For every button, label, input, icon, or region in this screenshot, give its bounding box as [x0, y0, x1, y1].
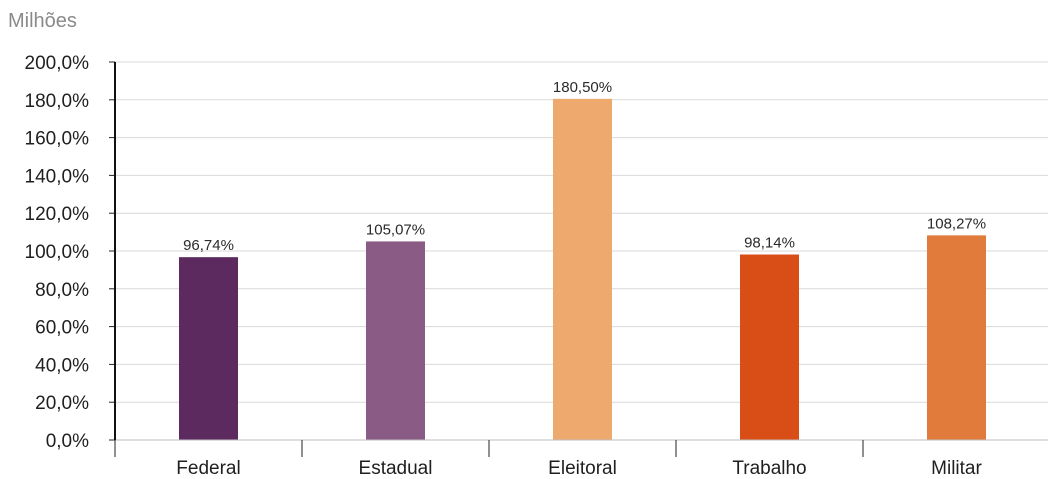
x-tick-label: Estadual — [359, 458, 433, 479]
y-tick-label: 40,0% — [35, 355, 89, 376]
y-tick-label: 80,0% — [35, 280, 89, 301]
bar-militar — [927, 235, 986, 440]
y-tick-label: 20,0% — [35, 393, 89, 414]
data-label: 96,74% — [183, 237, 234, 254]
y-tick-label: 120,0% — [25, 204, 90, 225]
y-tick-label: 200,0% — [25, 53, 90, 74]
bars — [179, 98, 986, 440]
data-label: 180,50% — [553, 79, 612, 96]
bar-trabalho — [740, 254, 799, 440]
x-tick-label: Eleitoral — [548, 458, 617, 479]
data-label: 98,14% — [744, 235, 795, 252]
x-axis: Federal Estadual Eleitoral Trabalho Militar — [114, 439, 1048, 479]
y-tick-label: 100,0% — [25, 242, 90, 263]
bar-federal — [179, 257, 238, 440]
y-tick-label: 160,0% — [25, 129, 90, 150]
unit-label: Milhões — [8, 10, 77, 32]
y-tick-label: 60,0% — [35, 318, 89, 339]
bar-eleitoral — [553, 98, 612, 440]
y-tick-label: 180,0% — [25, 91, 90, 112]
x-tick-label: Federal — [176, 458, 240, 479]
y-tick-label: 0,0% — [46, 431, 89, 452]
y-axis-tick-labels: 0,0% 20,0% 40,0% 60,0% 80,0% 100,0% 120,0% 140,… — [25, 53, 115, 452]
data-label: 105,07% — [366, 221, 425, 238]
bar-estadual — [366, 241, 425, 440]
data-labels: 96,74% 105,07% 180,50% 98,14% 108,27% — [183, 79, 986, 254]
x-tick-label: Militar — [931, 458, 982, 479]
data-label: 108,27% — [927, 215, 986, 232]
x-tick-label: Trabalho — [732, 458, 806, 479]
y-tick-label: 140,0% — [25, 166, 90, 187]
